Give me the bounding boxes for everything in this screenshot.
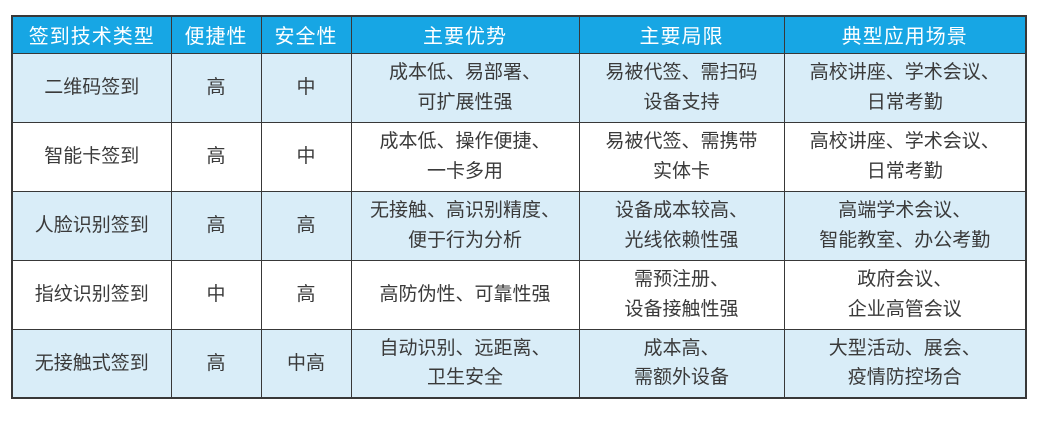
compare-table: 签到技术类型 便捷性 安全性 主要优势 主要局限 典型应用场景 二维码签到 高 … [11,15,1027,399]
cell-limitations: 成本高、 需额外设备 [578,328,785,399]
col-header-scenarios: 典型应用场景 [783,15,1027,54]
col-header-security: 安全性 [260,15,352,54]
cell-convenience: 中 [170,259,262,330]
cell-technology-type: 指纹识别签到 [11,259,172,330]
table-row-fingerprint: 指纹识别签到 中 高 高防伪性、可靠性强 需预注册、 设备接触性强 政府会议、 … [11,259,1027,330]
col-header-limitations: 主要局限 [578,15,785,54]
header-row: 签到技术类型 便捷性 安全性 主要优势 主要局限 典型应用场景 [11,15,1027,54]
cell-technology-type: 无接触式签到 [11,328,172,399]
cell-technology-type: 智能卡签到 [11,121,172,192]
cell-convenience: 高 [170,52,262,123]
col-header-convenience: 便捷性 [170,15,262,54]
table-header: 签到技术类型 便捷性 安全性 主要优势 主要局限 典型应用场景 [11,15,1027,54]
cell-advantages: 自动识别、远距离、 卫生安全 [350,328,580,399]
cell-convenience: 高 [170,190,262,261]
cell-scenarios: 高校讲座、学术会议、 日常考勤 [783,121,1027,192]
cell-technology-type: 人脸识别签到 [11,190,172,261]
cell-advantages: 成本低、操作便捷、 一卡多用 [350,121,580,192]
cell-convenience: 高 [170,121,262,192]
table-row-face-recognition: 人脸识别签到 高 高 无接触、高识别精度、 便于行为分析 设备成本较高、 光线依… [11,190,1027,261]
cell-limitations: 需预注册、 设备接触性强 [578,259,785,330]
cell-scenarios: 政府会议、 企业高管会议 [783,259,1027,330]
cell-security: 高 [260,259,352,330]
table-body: 二维码签到 高 中 成本低、易部署、 可扩展性强 易被代签、需扫码 设备支持 高… [11,52,1027,399]
signin-technology-comparison-table: 签到技术类型 便捷性 安全性 主要优势 主要局限 典型应用场景 二维码签到 高 … [11,15,1027,399]
cell-advantages: 高防伪性、可靠性强 [350,259,580,330]
cell-security: 中 [260,52,352,123]
cell-limitations: 设备成本较高、 光线依赖性强 [578,190,785,261]
cell-scenarios: 高校讲座、学术会议、 日常考勤 [783,52,1027,123]
cell-security: 高 [260,190,352,261]
col-header-technology-type: 签到技术类型 [11,15,172,54]
cell-scenarios: 大型活动、展会、 疫情防控场合 [783,328,1027,399]
cell-advantages: 成本低、易部署、 可扩展性强 [350,52,580,123]
cell-security: 中 [260,121,352,192]
table-row-smartcard: 智能卡签到 高 中 成本低、操作便捷、 一卡多用 易被代签、需携带 实体卡 高校… [11,121,1027,192]
cell-technology-type: 二维码签到 [11,52,172,123]
cell-scenarios: 高端学术会议、 智能教室、办公考勤 [783,190,1027,261]
table-row-qrcode: 二维码签到 高 中 成本低、易部署、 可扩展性强 易被代签、需扫码 设备支持 高… [11,52,1027,123]
cell-security: 中高 [260,328,352,399]
cell-limitations: 易被代签、需扫码 设备支持 [578,52,785,123]
cell-advantages: 无接触、高识别精度、 便于行为分析 [350,190,580,261]
table-row-contactless: 无接触式签到 高 中高 自动识别、远距离、 卫生安全 成本高、 需额外设备 大型… [11,328,1027,399]
cell-limitations: 易被代签、需携带 实体卡 [578,121,785,192]
cell-convenience: 高 [170,328,262,399]
col-header-advantages: 主要优势 [350,15,580,54]
